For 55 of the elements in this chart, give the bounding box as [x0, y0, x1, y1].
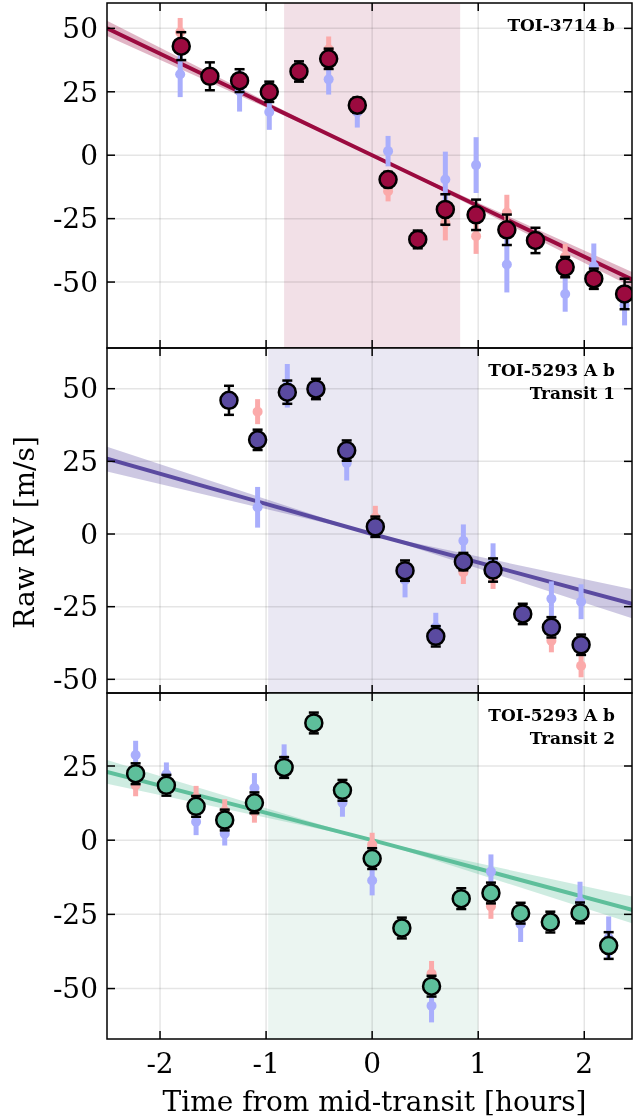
point: [525, 230, 546, 251]
point: [175, 69, 186, 80]
x-tick-label: 2: [575, 1047, 594, 1080]
y-tick-label: 0: [80, 823, 98, 857]
point: [466, 205, 486, 225]
y-tick-label: 0: [80, 139, 98, 173]
point: [501, 259, 512, 270]
y-tick-label: 50: [62, 372, 98, 406]
point: [200, 66, 220, 87]
point: [614, 284, 632, 304]
point: [598, 935, 619, 956]
x-tick-label: 0: [363, 1047, 382, 1080]
point: [471, 231, 482, 242]
point: [229, 70, 250, 91]
annotation: TOI-5293 A b Transit 2: [488, 705, 616, 748]
y-tick-label: -25: [52, 898, 98, 932]
y-tick-label: -50: [52, 972, 98, 1006]
annotation: TOI-3714 b: [507, 15, 616, 35]
y-axis-title: Raw RV [m/s]: [8, 436, 41, 629]
point: [219, 390, 239, 411]
point: [365, 517, 386, 537]
x-tick-label: 1: [469, 1047, 488, 1080]
y-tick-label: 25: [62, 75, 98, 109]
point: [383, 146, 394, 157]
y-tick-label: 25: [62, 749, 98, 783]
x-axis-title: Time from mid-transit [hours]: [162, 1085, 587, 1117]
point: [458, 535, 469, 546]
point: [497, 220, 517, 240]
point: [367, 875, 378, 886]
x-tick-label: -2: [146, 1047, 174, 1080]
point: [277, 382, 298, 402]
point: [435, 199, 456, 220]
x-tick-label: -1: [252, 1047, 280, 1080]
point: [264, 107, 275, 118]
point: [426, 1000, 437, 1011]
point: [332, 780, 353, 801]
y-tick-label: -50: [52, 663, 98, 697]
y-tick-label: -25: [52, 590, 98, 624]
y-tick-label: -50: [52, 265, 98, 299]
point: [471, 160, 482, 171]
y-tick-label: 50: [62, 12, 98, 46]
point: [546, 593, 557, 604]
y-tick-label: -25: [52, 202, 98, 236]
point: [252, 502, 263, 513]
point: [440, 174, 451, 185]
point: [252, 406, 263, 417]
y-tick-label: 25: [62, 445, 98, 479]
point: [560, 288, 571, 299]
point: [171, 36, 191, 56]
point: [576, 660, 587, 671]
point: [576, 596, 587, 607]
point: [485, 866, 496, 877]
point: [323, 74, 334, 85]
annotation: TOI-5293 A b Transit 1: [488, 360, 616, 403]
y-tick-label: 0: [80, 517, 98, 551]
